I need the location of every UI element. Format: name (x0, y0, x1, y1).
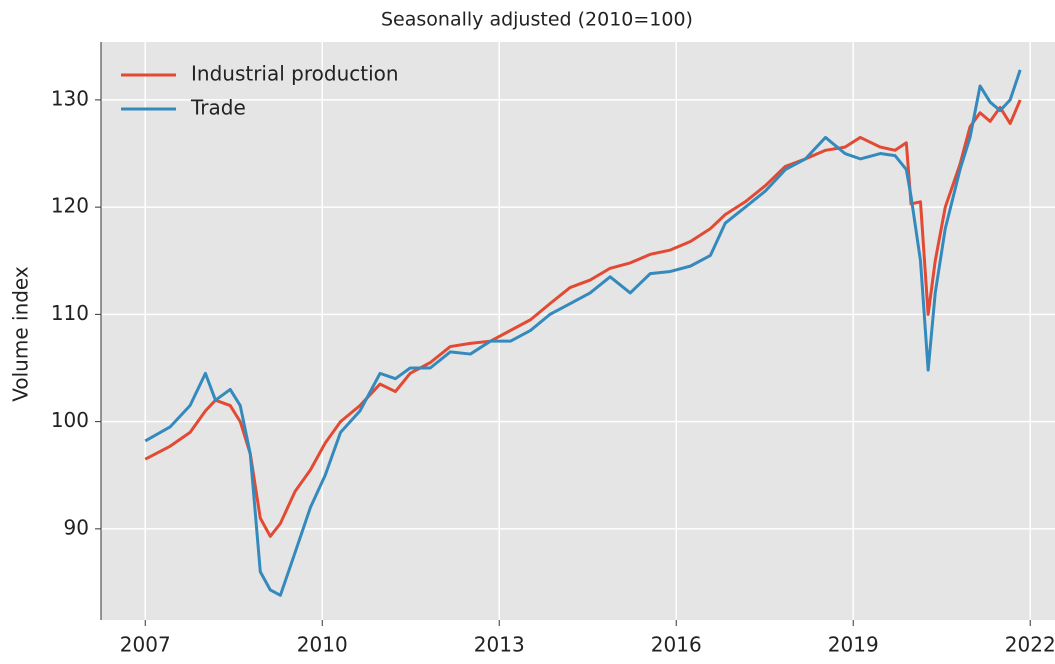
legend-label: Trade (190, 96, 246, 120)
y-tick-label: 90 (64, 515, 89, 539)
chart-title: Seasonally adjusted (2010=100) (381, 9, 693, 31)
y-tick-label: 110 (51, 301, 89, 325)
legend-label: Industrial production (191, 62, 399, 86)
data-line (144, 99, 1022, 538)
data-line (144, 69, 1022, 597)
x-tick-label: 2019 (828, 633, 879, 657)
x-tick-label: 2022 (1005, 633, 1055, 657)
plot-area (101, 42, 1055, 620)
x-tick-label: 2013 (474, 633, 525, 657)
y-tick-label: 100 (51, 408, 89, 432)
y-tick-label: 120 (51, 194, 89, 218)
x-tick-label: 2010 (297, 633, 348, 657)
y-tick-label: 130 (51, 86, 89, 110)
y-axis-label: Volume index (9, 266, 33, 402)
x-tick-label: 2016 (651, 633, 702, 657)
x-tick-label: 2007 (120, 633, 171, 657)
